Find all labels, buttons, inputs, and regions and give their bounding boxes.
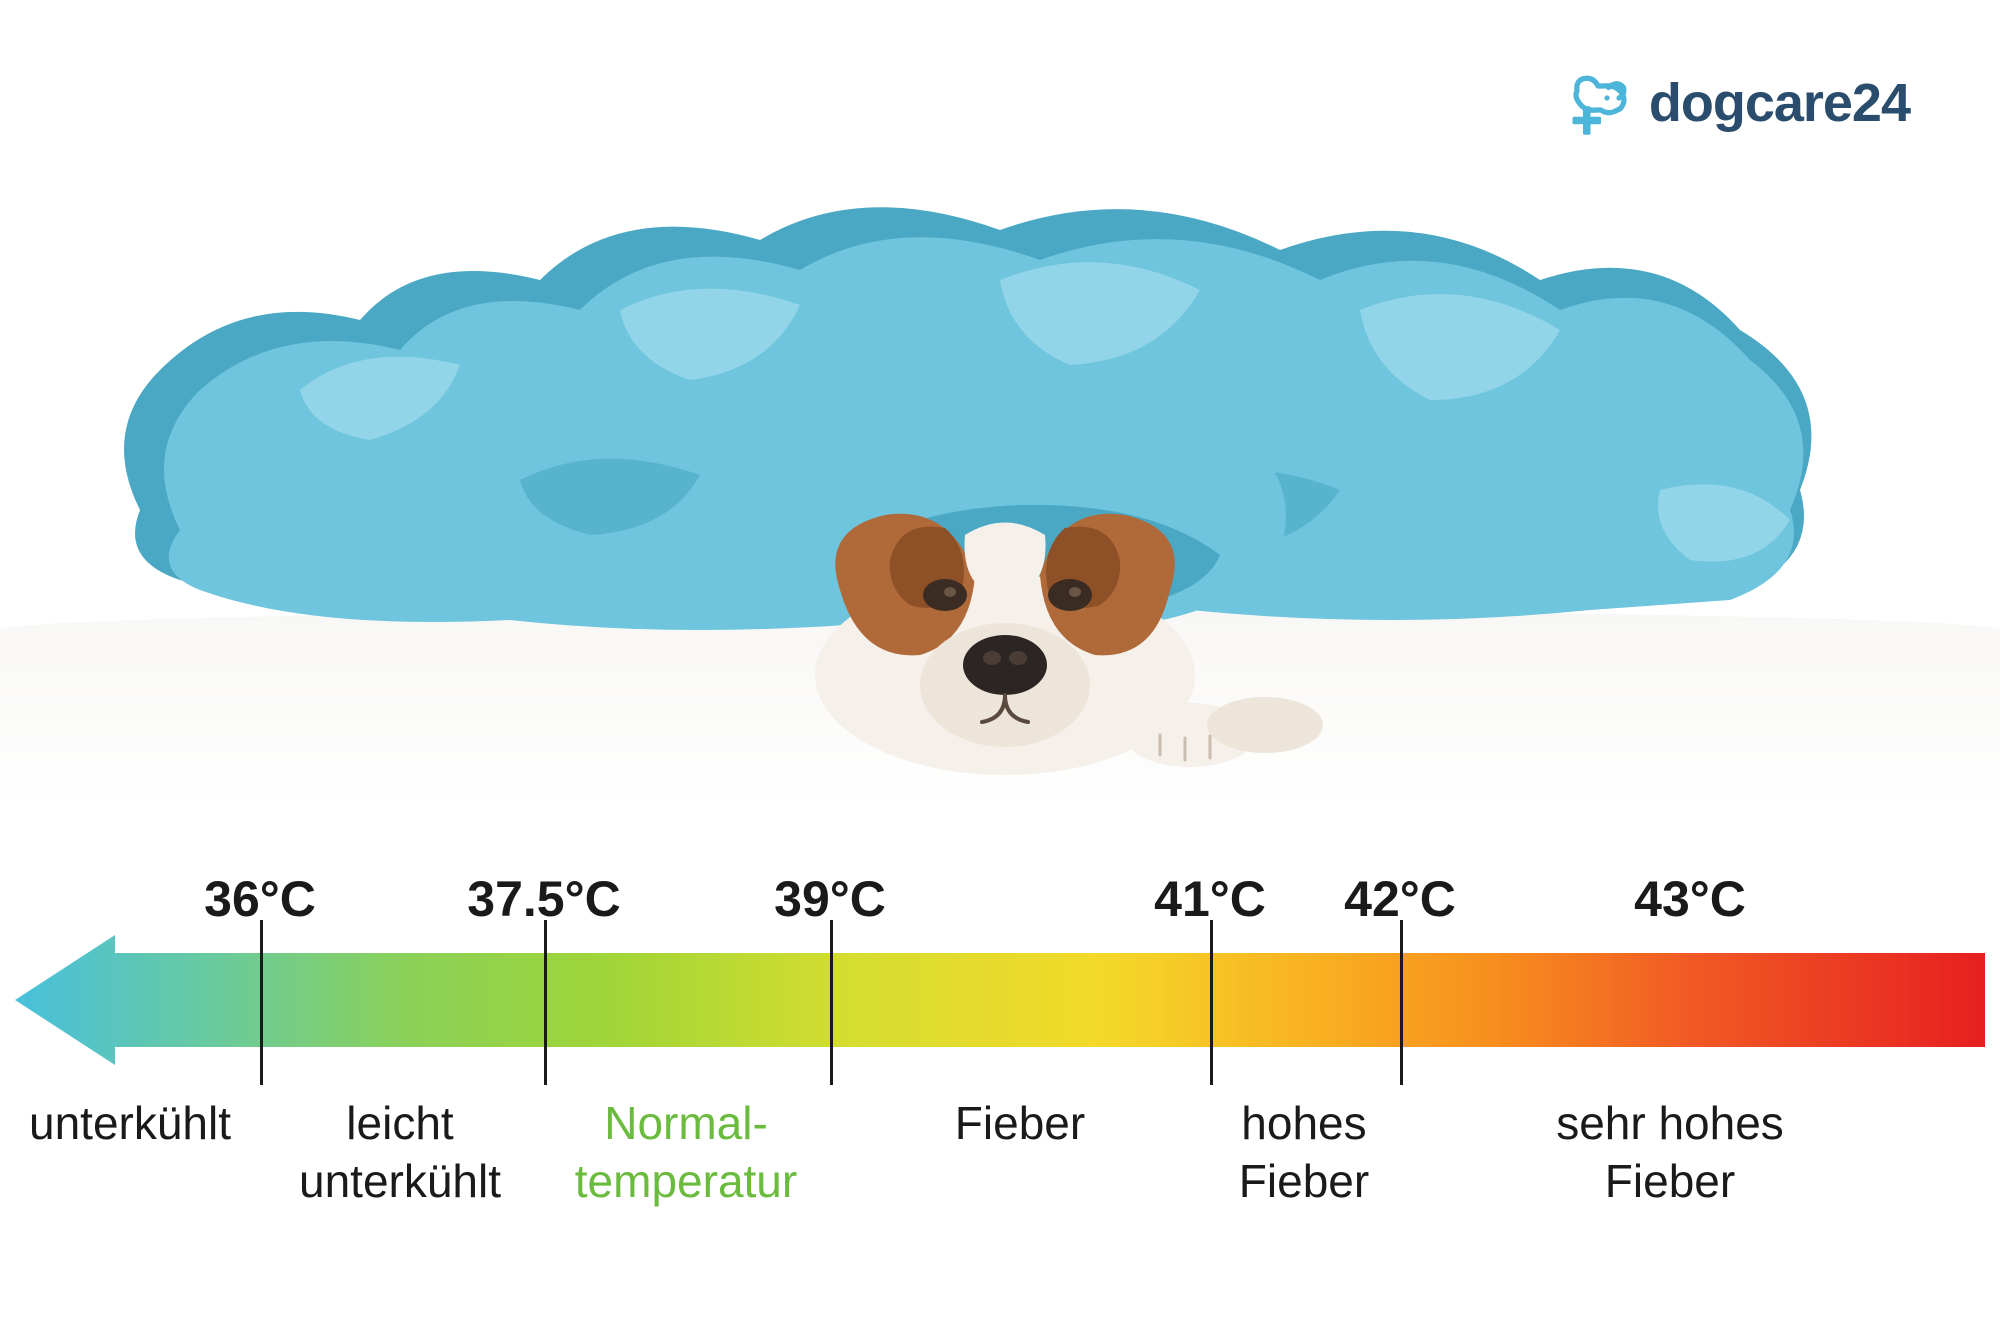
zone-label-line: Normal- [604,1097,768,1149]
zone-label-line: temperatur [575,1155,797,1207]
tick-mark [260,920,263,1085]
hero-photo [0,60,2000,810]
zone-label-line: hohes [1241,1097,1366,1149]
zone-label-line: sehr hohes [1556,1097,1784,1149]
zone-label-line: Fieber [1239,1155,1369,1207]
tick-mark [544,920,547,1085]
zone-label: Normal- temperatur [575,1095,797,1210]
zone-label-line: Fieber [1605,1155,1735,1207]
zone-label-line: unterkühlt [299,1155,501,1207]
zone-label: hohes Fieber [1239,1095,1369,1210]
zone-label-line: Fieber [955,1097,1085,1149]
zone-label: unterkühlt [29,1095,231,1153]
tick-label: 43°C [1634,870,1746,928]
temperature-tick-labels: 36°C 37.5°C 39°C 41°C 42°C 43°C [0,870,2000,925]
zone-label: Fieber [955,1095,1085,1153]
zone-label: leicht unterkühlt [299,1095,501,1210]
tick-mark [830,920,833,1085]
zone-label-line: unterkühlt [29,1097,231,1149]
zone-label: sehr hohes Fieber [1556,1095,1784,1210]
dog-illustration [720,440,1340,780]
tick-mark [1210,920,1213,1085]
temperature-scale-chart: 36°C 37.5°C 39°C 41°C 42°C 43°C [0,870,2000,1290]
zone-label-line: leicht [346,1097,453,1149]
tick-mark [1400,920,1403,1085]
gradient-arrow-bar [15,935,1985,1065]
